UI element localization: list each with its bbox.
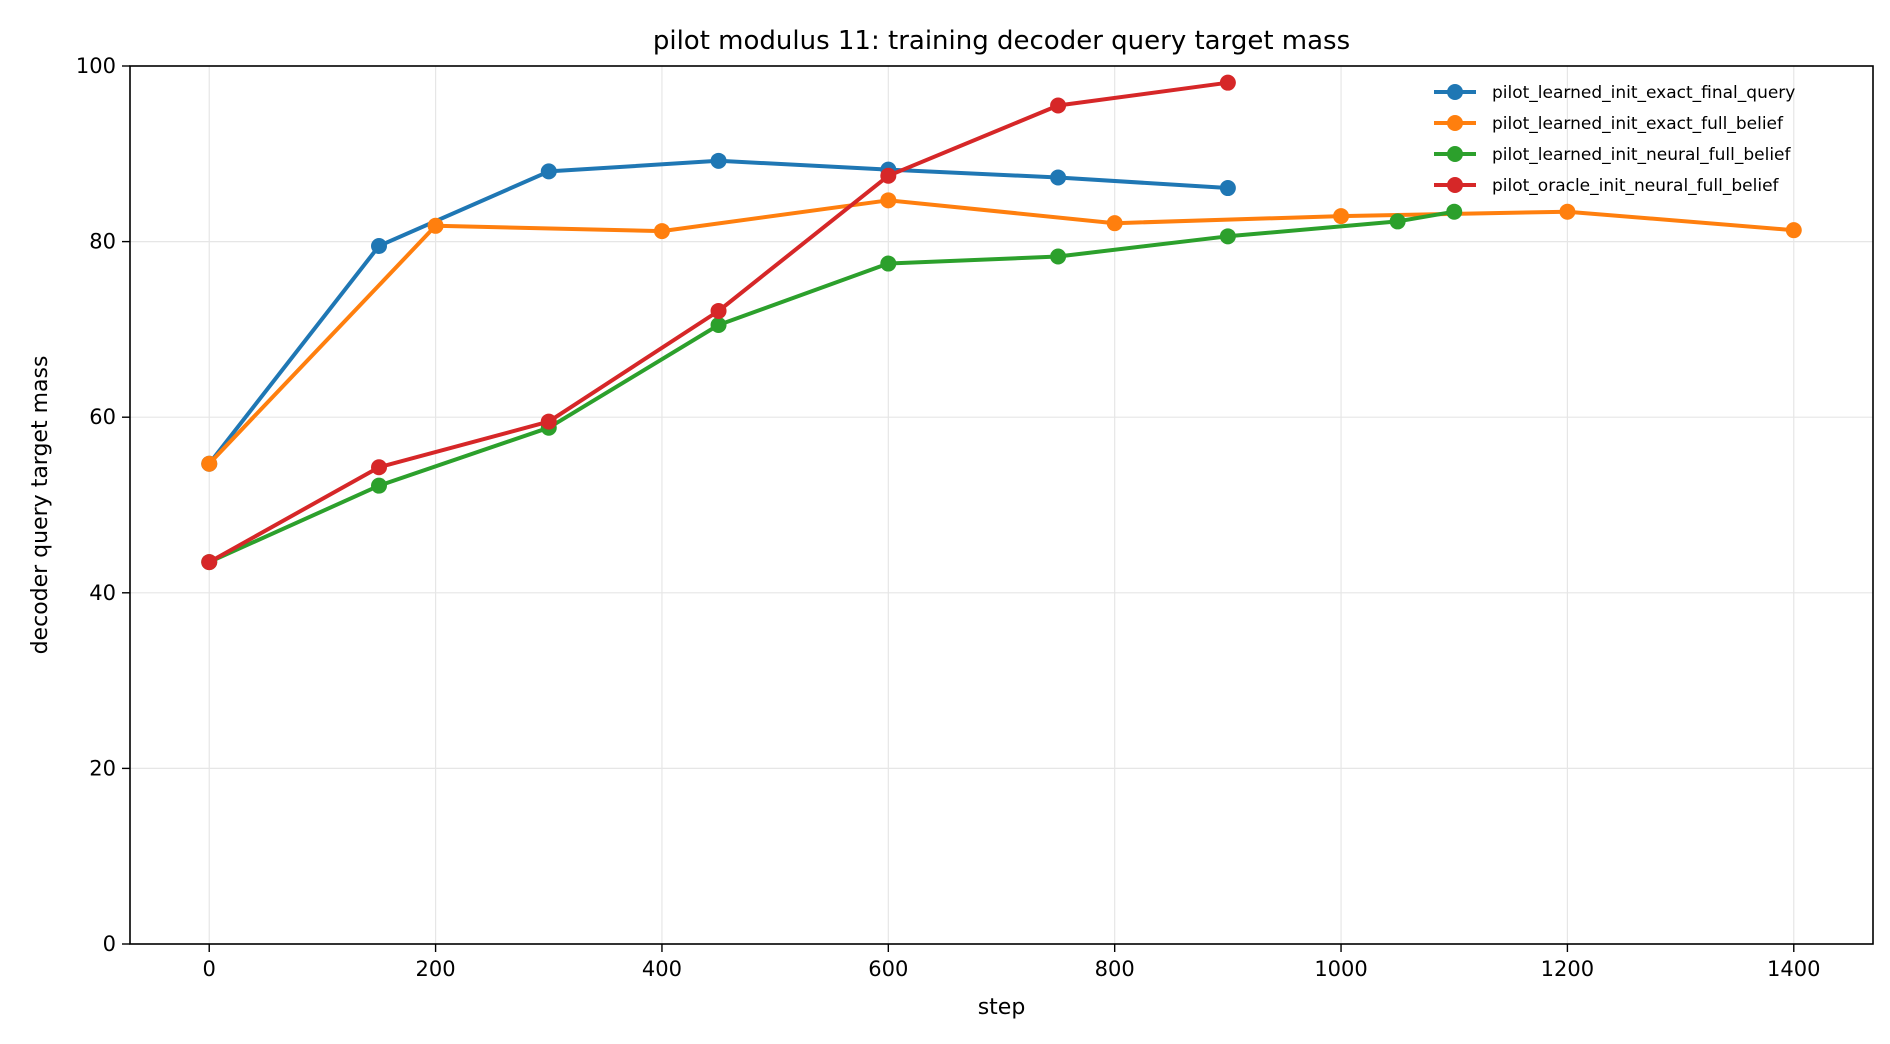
data-point	[201, 455, 218, 472]
legend-label: pilot_learned_init_exact_final_query	[1492, 83, 1795, 103]
data-point	[710, 317, 727, 334]
legend-swatch-marker	[1447, 177, 1463, 193]
y-tick-label: 60	[89, 405, 116, 429]
x-tick-label: 600	[868, 957, 908, 981]
plot-frame	[129, 65, 1874, 945]
legend-item: pilot_learned_init_neural_full_belief	[1434, 145, 1792, 165]
data-point	[1333, 208, 1350, 225]
x-tick-label: 0	[203, 957, 216, 981]
y-tick-label: 0	[103, 932, 116, 956]
legend-label: pilot_learned_init_neural_full_belief	[1492, 145, 1792, 165]
data-point	[371, 477, 387, 494]
data-point	[1050, 248, 1067, 265]
data-point	[427, 217, 444, 234]
data-point	[1389, 213, 1406, 230]
series-pilot_learned_init_neural_full_belief	[201, 203, 1463, 571]
y-axis-title: decoder query target mass	[28, 356, 53, 655]
data-point	[1219, 74, 1236, 91]
x-tick-label: 1000	[1314, 957, 1367, 981]
legend-label: pilot_learned_init_exact_full_belief	[1492, 114, 1784, 134]
axis-ticks: 0 200 400 600 800 1000 1200 1400 0 20 40 60 80 100	[76, 54, 1821, 981]
data-point	[710, 152, 727, 169]
legend-swatch-marker	[1447, 84, 1463, 100]
data-point	[710, 302, 727, 319]
series-pilot_learned_init_exact_full_belief	[201, 192, 1802, 472]
data-point	[1106, 215, 1123, 232]
data-point	[653, 223, 670, 240]
x-tick-label: 200	[416, 957, 456, 981]
series-line	[207, 209, 1457, 565]
series-pilot_oracle_init_neural_full_belief	[201, 74, 1236, 571]
data-point	[880, 167, 897, 184]
data-point	[1785, 222, 1802, 239]
y-tick-label: 40	[89, 581, 116, 605]
x-tick-label: 1200	[1541, 957, 1594, 981]
y-tick-label: 100	[76, 54, 116, 78]
x-tick-label: 1400	[1767, 957, 1820, 981]
legend: pilot_learned_init_exact_final_querypilo…	[1434, 83, 1795, 196]
chart-title: pilot modulus 11: training decoder query…	[653, 26, 1350, 56]
data-point	[371, 237, 387, 254]
data-point	[1219, 228, 1236, 245]
data-point	[540, 413, 557, 430]
legend-item: pilot_oracle_init_neural_full_belief	[1434, 176, 1780, 196]
x-tick-label: 400	[642, 957, 682, 981]
legend-label: pilot_oracle_init_neural_full_belief	[1492, 176, 1780, 196]
x-axis-title: step	[978, 995, 1026, 1020]
data-point	[540, 163, 557, 180]
legend-item: pilot_learned_init_exact_full_belief	[1434, 114, 1784, 134]
data-point	[1050, 169, 1067, 186]
data-point	[1559, 203, 1576, 220]
x-tick-label: 800	[1095, 957, 1135, 981]
legend-swatch-marker	[1447, 146, 1463, 162]
y-tick-label: 20	[89, 756, 116, 780]
data-point	[880, 255, 897, 272]
grid-lines	[130, 65, 1873, 945]
data-point	[371, 459, 387, 476]
data-point	[1050, 97, 1067, 114]
data-point	[880, 192, 897, 209]
series-line	[207, 198, 1796, 466]
data-point	[201, 554, 218, 571]
legend-item: pilot_learned_init_exact_final_query	[1434, 83, 1795, 103]
series-layer	[201, 74, 1802, 571]
data-point	[1219, 180, 1236, 197]
data-point	[1446, 203, 1463, 220]
legend-swatch-marker	[1447, 115, 1463, 131]
y-tick-label: 80	[89, 230, 116, 254]
